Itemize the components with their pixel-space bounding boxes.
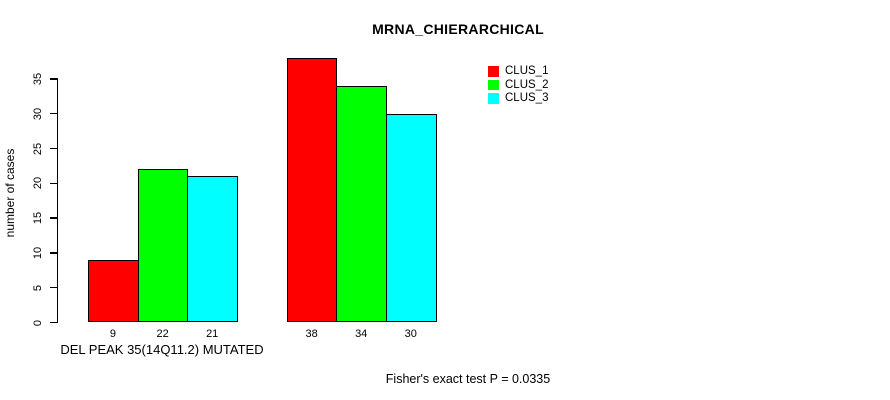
y-axis-tick-label: 5: [32, 284, 44, 291]
y-axis-tick-label: 25: [32, 142, 44, 155]
legend-label: CLUS_3: [505, 92, 549, 104]
legend-label: CLUS_2: [505, 78, 549, 91]
y-axis-tick: [50, 78, 58, 80]
bar-value-label: 21: [206, 327, 219, 340]
legend: CLUS_1 CLUS_2 CLUS_3: [488, 65, 548, 106]
bar-value-label: 22: [156, 327, 169, 340]
legend-swatch-icon: [488, 79, 499, 91]
y-axis-tick: [50, 113, 58, 115]
bar-value-label: 30: [404, 327, 417, 340]
bar-clus_2-group2: [336, 85, 387, 323]
bar-value-label: 38: [305, 327, 318, 340]
bar-value-label: 34: [355, 327, 368, 340]
bar-clus_3-group2: [386, 113, 437, 323]
bar-clus_1-group2: [286, 58, 338, 323]
y-axis-tick: [50, 287, 58, 289]
y-axis-line: [57, 79, 59, 323]
y-axis-tick-label: 10: [32, 246, 44, 260]
bar-clus_3-group1: [187, 176, 238, 323]
fisher-test-note: Fisher's exact test P = 0.0335: [385, 372, 551, 386]
y-axis-tick: [50, 252, 58, 254]
legend-item-clus_3: CLUS_3: [488, 92, 548, 105]
bar-clus_1-group1: [88, 259, 139, 323]
y-axis-tick: [50, 147, 58, 150]
legend-swatch-icon: [488, 66, 499, 77]
x-axis-group-label: DEL PEAK 35(14Q11.2) MUTATED: [60, 342, 264, 357]
legend-item-clus_1: CLUS_1: [488, 65, 548, 78]
bar-value-label: 9: [109, 327, 117, 340]
bar-clus_2-group1: [137, 169, 189, 323]
y-axis-tick: [50, 321, 58, 324]
legend-label: CLUS_1: [505, 65, 549, 77]
legend-swatch-icon: [488, 93, 499, 104]
y-axis-tick: [50, 182, 58, 184]
legend-item-clus_2: CLUS_2: [488, 79, 548, 92]
y-axis-tick-label: 15: [32, 212, 44, 225]
y-axis-tick-label: 35: [32, 72, 44, 86]
y-axis-tick-label: 20: [32, 177, 44, 190]
chart-title: MRNA_CHIERARCHICAL: [372, 21, 544, 37]
y-axis-tick-label: 30: [32, 107, 44, 120]
y-axis-tick-label: 0: [32, 319, 44, 326]
y-axis-tick: [50, 217, 58, 219]
